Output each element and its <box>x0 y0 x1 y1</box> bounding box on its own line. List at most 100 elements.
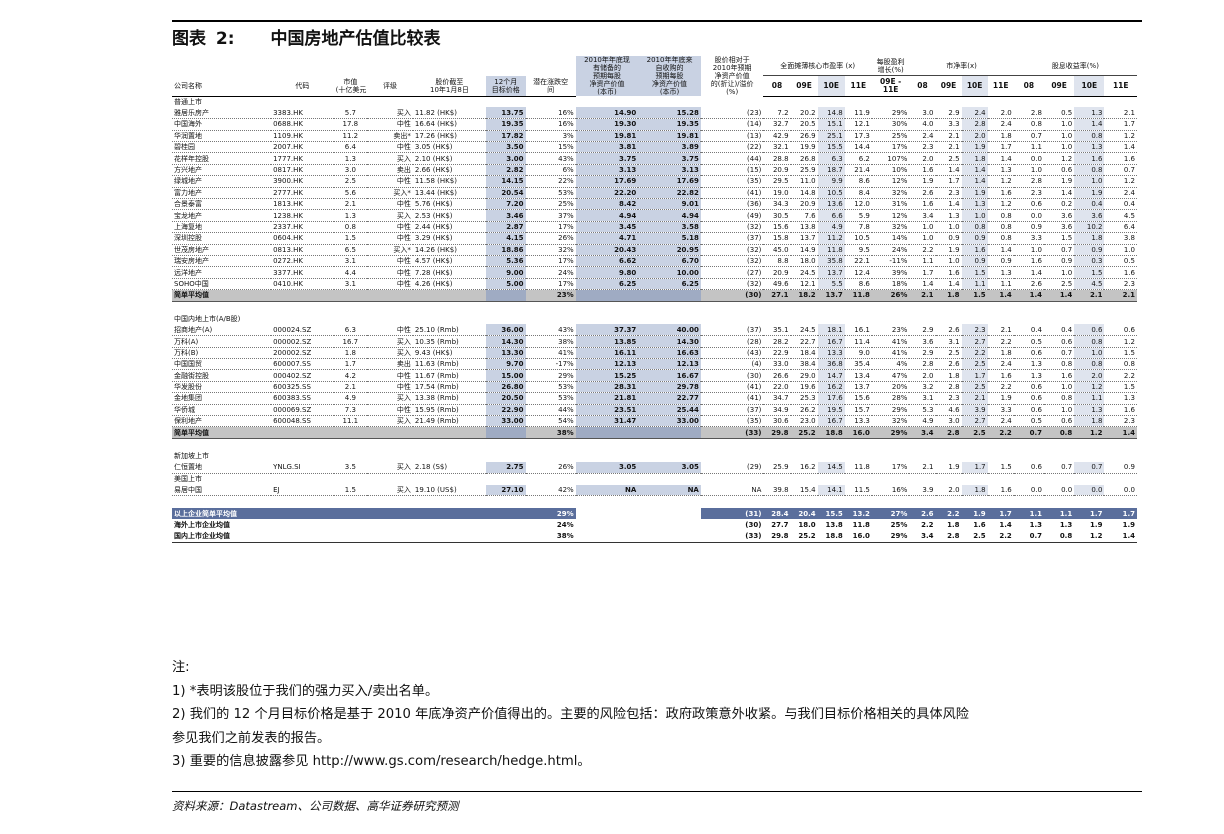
cell: 6.25 <box>575 278 639 291</box>
cell: 华润置地 <box>172 130 272 143</box>
cell: 40.00 <box>638 324 701 337</box>
cell: 29% <box>871 530 910 543</box>
cell: 7.3 <box>333 404 368 417</box>
cell: -17% <box>525 358 576 371</box>
header-pb-0: 08 <box>909 75 936 97</box>
cell: 0.6 <box>1013 461 1044 474</box>
header-nav-book-line: 2010年年底现 <box>584 56 630 64</box>
cell: 14.4 <box>844 141 872 154</box>
cell: 卖出 <box>367 358 413 371</box>
header-eps-group-line: 每股盈利 <box>876 57 905 66</box>
cell <box>575 530 701 543</box>
cell: 0.8 <box>1074 335 1105 348</box>
cell: 买入 <box>367 347 413 360</box>
cell: 1.0 <box>1043 266 1075 279</box>
average-row: 简单平均值 23% (30) 27.1 18.2 13.7 11.8 26% 2.1 1.8 1.5… <box>172 289 1137 302</box>
cell: 18.0 <box>790 255 818 268</box>
spacer <box>172 496 1137 508</box>
cell: 1777.HK <box>271 152 334 165</box>
cell: 1.9 <box>961 141 988 154</box>
cell: (32) <box>700 244 764 256</box>
cell: 1.0 <box>909 221 936 234</box>
table-row: 世茂房地产 0813.HK 6.5 买入* 14.26 (HK$) 18.86 32% 20.… <box>172 244 1137 256</box>
cell: 21.4 <box>844 164 872 177</box>
cell: (22) <box>700 141 764 154</box>
cell: 14.8 <box>817 107 845 120</box>
cell: 26.2 <box>790 404 818 417</box>
cell: 26.6 <box>763 369 791 382</box>
cell: (28) <box>700 335 764 348</box>
header-target: 12个月 目标价格 <box>485 75 526 97</box>
cell: 17.69 <box>638 175 701 188</box>
header-pe-1: 09E <box>790 75 818 97</box>
cell <box>412 530 526 543</box>
cell: 15.7 <box>844 404 872 417</box>
cell: 16.7 <box>817 335 845 348</box>
cell: 3.9 <box>909 484 936 497</box>
cell: 11.82 (HK$) <box>412 107 486 120</box>
cell: 34.3 <box>763 198 791 211</box>
header-eps-group: 每股盈利 增长(%) <box>871 56 910 77</box>
table-row: 雅居乐房产 3383.HK 5.7 买入 11.82 (HK$) 13.75 16% 14.9… <box>172 107 1137 120</box>
cell: 16.2 <box>817 381 845 394</box>
cell: 14.1 <box>817 484 845 497</box>
cell: 0.9 <box>1104 461 1137 474</box>
cell: 600007.SS <box>271 358 334 371</box>
cell: 1.8 <box>1074 232 1105 245</box>
cell: 12.0 <box>844 198 872 211</box>
cell: 1.9 <box>935 461 962 474</box>
cell: (41) <box>700 381 764 394</box>
cell: 11.67 (Rmb) <box>412 369 486 382</box>
cell: (30) <box>700 369 764 382</box>
cell: 14.5 <box>817 461 845 474</box>
notes: 注: 1) *表明该股位于我们的强力买入/卖出名单。 2) 我们的 12 个月目… <box>172 656 1137 774</box>
cell: 24% <box>871 244 910 256</box>
cell: 11.8 <box>817 244 845 256</box>
header-row-groups: 2010年年底现 有储备的 预期每股 净资产价值 (本币) 2010年年底来 自收购的 预期每… <box>172 56 1137 96</box>
cell: 11.9 <box>844 107 872 120</box>
cell: 3.45 <box>575 221 639 234</box>
cell: 3.6 <box>1043 221 1075 234</box>
cell: 简单平均值 <box>172 426 272 439</box>
cell: 2.2 <box>987 335 1014 348</box>
header-target-line: 目标价格 <box>491 85 520 94</box>
cell: 2.8 <box>909 358 936 371</box>
cell: 16.7 <box>817 415 845 428</box>
cell: 碧桂园 <box>172 141 272 154</box>
header-rating: 评级 <box>367 75 413 97</box>
cell: 7.28 (HK$) <box>412 266 486 279</box>
cell: 1.6 <box>1043 369 1075 382</box>
cell: 0.8 <box>1074 164 1105 177</box>
cell: 2.7 <box>961 335 988 348</box>
cell: 32.1 <box>763 141 791 154</box>
cell: 28% <box>871 392 910 405</box>
cell: 30.6 <box>763 415 791 428</box>
cell: 2.0 <box>961 130 988 143</box>
cell: 12.13 <box>638 358 701 371</box>
cell: 2.2 <box>1104 369 1137 382</box>
cell: 13.7 <box>790 232 818 245</box>
header-nav-acq: 2010年年底来 自收购的 预期每股 净资产价值 (本币) <box>638 56 701 96</box>
cell: 000402.SZ <box>271 369 334 382</box>
cell: (4) <box>700 358 764 371</box>
cell: 17% <box>525 221 576 234</box>
cell: 0.5 <box>1013 415 1044 428</box>
cell: 22.0 <box>763 381 791 394</box>
section-title: 中国内地上市(A/B股) <box>172 313 1137 324</box>
cell: 32% <box>871 221 910 234</box>
cell: 39% <box>871 266 910 279</box>
cell: 3.1 <box>909 392 936 405</box>
cell: 18.7 <box>817 164 845 177</box>
cell: 12.1 <box>790 278 818 291</box>
cell: 1813.HK <box>271 198 334 211</box>
cell: 20.9 <box>790 198 818 211</box>
cell: 600383.SS <box>271 392 334 405</box>
cell: 2.1 <box>1104 107 1137 120</box>
cell <box>333 426 368 439</box>
cell: 17.8 <box>333 118 368 131</box>
cell: 1.8 <box>935 519 962 531</box>
cell: 37% <box>525 209 576 222</box>
cell: 方兴地产 <box>172 164 272 177</box>
cell: 2.2 <box>987 381 1014 394</box>
cell: 0.9 <box>1043 255 1075 268</box>
